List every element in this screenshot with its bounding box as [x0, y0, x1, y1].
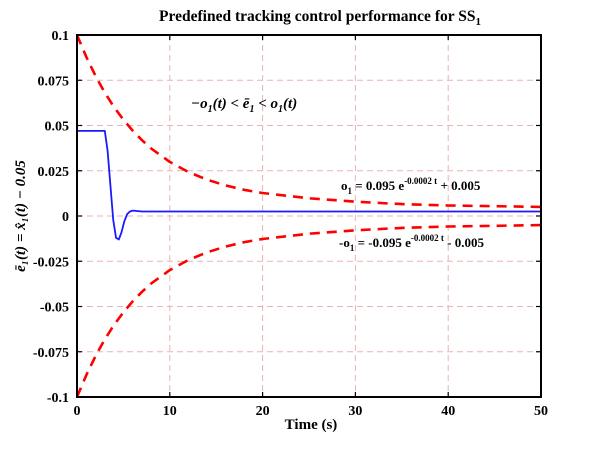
upper-post: + 0.005 [437, 178, 481, 193]
x-tick-label: 20 [256, 404, 270, 419]
y-tick-label: -0.075 [33, 346, 69, 361]
inequality-pre: −o [191, 96, 208, 112]
y-tick-label: 0 [62, 210, 69, 225]
upper-sub: 1 [348, 186, 353, 196]
y-tick-label: -0.025 [33, 255, 69, 270]
inequality-sub3: 1 [278, 104, 283, 115]
upper-sup: -0.0002 t [404, 176, 437, 186]
lower-pre: -o [339, 235, 350, 250]
inequality-sub1: 1 [208, 104, 213, 115]
series-layer [75, 34, 542, 398]
y-axis-label: ē₁(t) = x̂₁(t) − 0.05 [13, 160, 29, 272]
upper-mid: = 0.095 e [352, 178, 404, 193]
y-tick-label: -0.1 [47, 391, 69, 406]
inequality-mid2: < o [254, 96, 278, 112]
inequality-annotation: −o1(t) < ē1 < o1(t) [191, 96, 297, 115]
inequality-post: (t) [283, 96, 297, 112]
lower-bound-line [75, 223, 542, 398]
chart-title-main: Predefined tracking control performance … [159, 8, 475, 25]
lower-sup: -0.0002 t [411, 233, 444, 243]
upper-bound-line [75, 34, 542, 209]
grid [77, 35, 541, 397]
lower-sub: 1 [350, 243, 355, 253]
y-tick-label: 0.05 [45, 120, 70, 135]
lower-bound-label: -o1 = -0.095 e-0.0002 t - 0.005 [339, 233, 484, 253]
chart-title-sub: 1 [475, 16, 481, 28]
y-tick-label: 0.1 [52, 29, 70, 44]
inequality-mid1: (t) < ē [213, 96, 250, 112]
x-axis-label: Time (s) [285, 417, 338, 433]
lower-post: - 0.005 [444, 235, 485, 250]
ticks [76, 34, 542, 398]
y-tick-label: 0.025 [38, 165, 70, 180]
x-tick-label: 50 [534, 404, 548, 419]
x-tick-label: 0 [74, 404, 81, 419]
y-tick-label: 0.075 [38, 74, 70, 89]
y-tick-labels: 0.1 0.075 0.05 0.025 0 -0.025 -0.05 -0.075 -0.1 [33, 29, 69, 406]
inequality-sub2: 1 [249, 104, 254, 115]
upper-bound-label: o1 = 0.095 e-0.0002 t + 0.005 [341, 176, 481, 196]
x-tick-label: 40 [441, 404, 455, 419]
upper-pre: o [341, 178, 348, 193]
lower-mid: = -0.095 e [354, 235, 411, 250]
x-tick-labels: 0 10 20 30 40 50 [74, 404, 549, 419]
tracking-error-line [77, 129, 541, 241]
x-tick-label: 10 [163, 404, 177, 419]
chart-title: Predefined tracking control performance … [159, 8, 481, 28]
y-tick-label: -0.05 [40, 301, 69, 316]
x-tick-label: 30 [348, 404, 362, 419]
